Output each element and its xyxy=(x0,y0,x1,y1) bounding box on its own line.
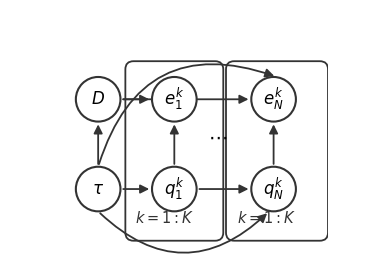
Text: $q_N^k$: $q_N^k$ xyxy=(263,176,284,202)
FancyArrowPatch shape xyxy=(94,126,102,164)
Text: $D$: $D$ xyxy=(91,91,105,108)
Text: $k = 1 : K$: $k = 1 : K$ xyxy=(135,210,194,226)
FancyArrowPatch shape xyxy=(123,96,247,103)
Circle shape xyxy=(251,167,296,211)
FancyArrowPatch shape xyxy=(100,213,266,253)
Text: $e_N^k$: $e_N^k$ xyxy=(263,86,284,112)
FancyArrowPatch shape xyxy=(123,96,147,103)
Circle shape xyxy=(152,167,197,211)
FancyArrowPatch shape xyxy=(171,126,178,164)
Circle shape xyxy=(251,77,296,122)
FancyArrowPatch shape xyxy=(270,126,277,164)
Circle shape xyxy=(152,77,197,122)
Circle shape xyxy=(76,77,121,122)
Text: $\cdots$: $\cdots$ xyxy=(208,128,227,146)
Text: $q_1^k$: $q_1^k$ xyxy=(164,176,185,202)
FancyArrowPatch shape xyxy=(123,186,147,193)
Text: $e_1^k$: $e_1^k$ xyxy=(164,86,184,112)
Circle shape xyxy=(76,167,121,211)
FancyArrowPatch shape xyxy=(99,64,272,164)
Text: $\tau$: $\tau$ xyxy=(92,181,104,197)
Text: $k = 1 : K$: $k = 1 : K$ xyxy=(237,210,296,226)
FancyArrowPatch shape xyxy=(199,186,247,193)
